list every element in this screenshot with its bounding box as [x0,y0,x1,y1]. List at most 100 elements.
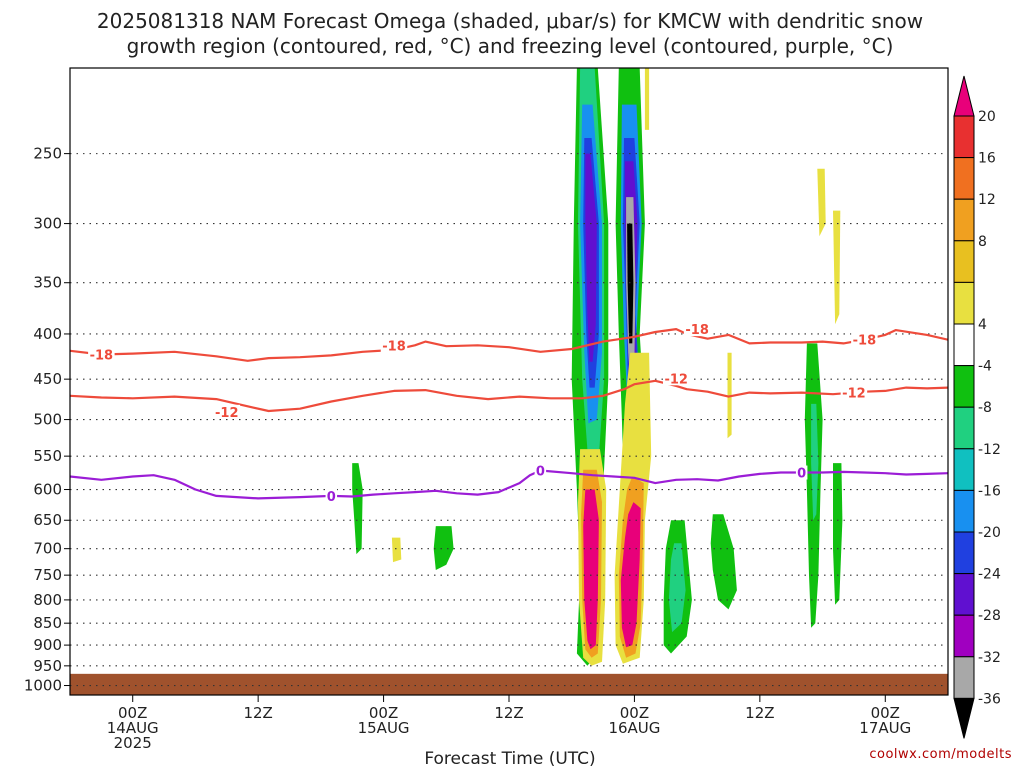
contour-label-bg-1-2 [840,385,868,400]
contour-label-2-2: 0 [797,467,806,482]
contour-label-bg-1-0 [213,404,241,419]
omega-region-27 [833,210,841,325]
y-tick-label-350: 350 [33,274,62,292]
colorbar-label-2: 12 [978,192,996,208]
contour-label-1-0: -12 [215,406,239,421]
y-axis-ticks: 250 300 350 400 450 500 550 600 650 700 750 800 850 9… [24,145,70,695]
contour-label-bg-2-1 [534,463,547,478]
colorbar-band-6 [953,365,975,408]
colorbar-label-6: -8 [978,400,992,416]
contour-label-0-1: -18 [382,339,406,354]
colorbar-bottom-arrow [953,697,975,739]
colorbar-band-4 [953,281,975,325]
contour-label-bg-2-2 [795,465,808,480]
omega-region-26 [817,168,826,237]
colorbar-label-11: -28 [978,608,1001,624]
colorbar-band-7 [953,406,975,450]
y-tick-label-550: 550 [33,447,62,465]
colorbar-label-12: -32 [978,650,1001,666]
dgz-contour-0 [70,328,948,362]
y-tick-label-250: 250 [33,145,62,163]
x-tick-label-48-0: 00Z [620,704,649,722]
y-tick-label-950: 950 [33,657,62,675]
omega-region-20 [352,463,363,555]
x-tick-label-0-0: 00Z [118,704,147,722]
omega-shading-layer [352,68,843,666]
y-tick-label-750: 750 [33,566,62,584]
colorbar-band-1 [953,157,975,200]
plot-background [70,68,948,695]
colorbar-label-4: 4 [978,317,987,333]
x-tick-label-72-0: 00Z [871,704,900,722]
y-tick-label-600: 600 [33,481,62,499]
colorbar-band-10 [953,531,975,575]
chart-title-line-1: 2025081318 NAM Forecast Omega (shaded, μ… [97,9,923,33]
colorbar-band-13 [953,656,975,699]
chart-title-line-2: growth region (contoured, red, °C) and f… [127,34,894,58]
colorbar: 20 16 12 8 4 -4 -8 -12 -16 -20 -24 -28 -32 -36 [953,75,1001,739]
contour-label-bg-0-3 [851,332,878,347]
omega-region-10 [627,223,634,344]
colorbar-band-2 [953,198,975,242]
ground-surface-layer [70,673,948,695]
colorbar-top-arrow [953,75,975,117]
colorbar-band-3 [953,240,975,283]
x-axis-label: Forecast Time (UTC) [424,749,595,768]
x-tick-label-72-1: 17AUG [859,719,911,737]
colorbar-label-8: -16 [978,483,1001,499]
contour-label-1-2: -12 [842,387,866,402]
colorbar-label-9: -20 [978,525,1001,541]
y-tick-label-300: 300 [33,215,62,233]
ground-surface [70,673,948,695]
omega-region-16 [620,502,641,648]
contour-label-0-2: -18 [685,323,709,338]
omega-region-4 [585,153,597,362]
x-tick-label-0-1: 14AUG [107,719,159,737]
omega-region-13 [583,489,599,650]
x-tick-label-24-1: 15AUG [358,719,410,737]
y-tick-label-850: 850 [33,614,62,632]
contour-label-0-3: -18 [853,334,877,349]
y-tick-label-450: 450 [33,370,62,388]
y-tick-label-650: 650 [33,511,62,529]
colorbar-label-0: 20 [978,109,996,125]
omega-region-21 [433,526,454,570]
x-tick-label-12-0: 12Z [243,704,272,722]
colorbar-band-11 [953,573,975,616]
contour-label-bg-0-2 [683,322,711,337]
contour-label-2-1: 0 [536,465,545,480]
credit-text: coolwx.com/modelts [869,747,1012,762]
y-tick-label-700: 700 [33,540,62,558]
omega-region-25 [833,463,843,605]
omega-region-18 [668,543,686,633]
x-tick-label-48-1: 16AUG [608,719,660,737]
x-tick-label-24-0: 00Z [369,704,398,722]
colorbar-band-5 [953,323,975,367]
colorbar-label-13: -36 [978,691,1001,707]
omega-region-19 [710,514,737,610]
colorbar-label-7: -12 [978,442,1001,458]
y-tick-label-900: 900 [33,636,62,654]
y-tick-label-800: 800 [33,591,62,609]
colorbar-band-9 [953,489,975,533]
contour-label-bg-0-0 [88,347,115,362]
contour-label-0-0: -18 [90,348,114,363]
colorbar-label-10: -24 [978,567,1001,583]
contour-label-bg-1-1 [662,371,690,386]
colorbar-label-5: -4 [978,359,992,375]
omega-region-22 [391,537,402,563]
omega-region-24 [811,403,819,521]
x-tick-label-0-2: 2025 [114,734,152,752]
y-tick-label-1000: 1000 [24,677,62,695]
colorbar-band-0 [953,115,975,159]
dgz-contour-1 [70,379,948,413]
contour-label-bg-2-0 [325,488,338,503]
y-tick-label-500: 500 [33,411,62,429]
contour-label-2-0: 0 [327,490,336,505]
y-tick-label-400: 400 [33,325,62,343]
colorbar-label-1: 16 [978,151,996,167]
x-tick-label-60-0: 12Z [745,704,774,722]
contour-lines-layer: -18 -18 -18 -18 -12 -12 -12 0 0 0 [70,322,948,505]
colorbar-label-3: 8 [978,234,987,250]
